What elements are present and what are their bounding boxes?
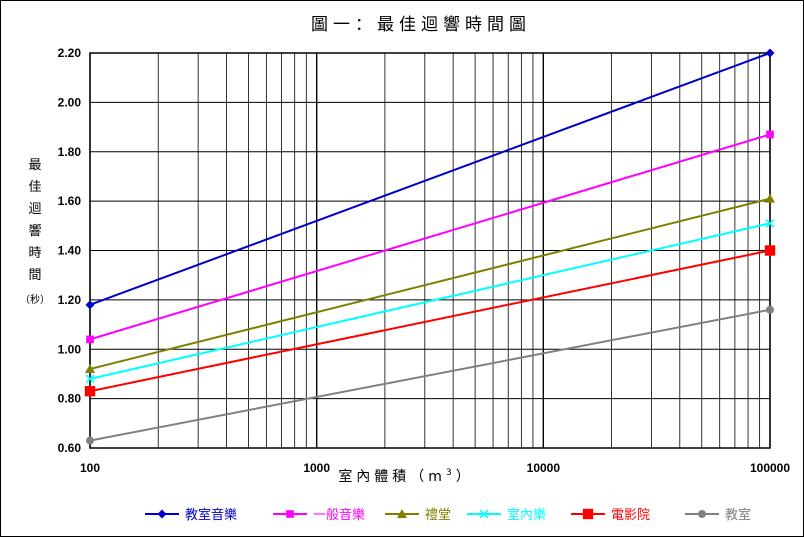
- legend-item: 教室音樂: [145, 507, 237, 523]
- y-tick-label: 2.20: [58, 46, 82, 60]
- legend-marker: [698, 510, 706, 518]
- data-point: [85, 374, 95, 384]
- y-axis-label-char: 間: [28, 268, 41, 283]
- legend-label: 禮堂: [425, 508, 451, 523]
- y-tick-label: 1.20: [58, 293, 82, 307]
- series-line: [89, 197, 771, 370]
- series-big-square: [84, 245, 776, 397]
- data-point: [766, 305, 774, 314]
- data-point: [766, 130, 774, 139]
- y-axis-label-char: 迴: [28, 202, 41, 217]
- y-tick-label: 1.80: [58, 145, 82, 159]
- x-tick-label: 100: [80, 461, 100, 475]
- legend-item: 一般音樂: [273, 507, 365, 523]
- legend-marker: [157, 509, 167, 519]
- x-tick-label: 10000: [527, 461, 561, 475]
- series-triangle: [85, 193, 775, 373]
- legend-marker: [397, 509, 407, 518]
- y-tick-label: 0.80: [58, 392, 82, 406]
- series-square: [86, 130, 774, 344]
- data-point: [85, 364, 95, 373]
- data-point: [764, 245, 776, 256]
- legend-label: 電影院: [611, 508, 650, 523]
- legend-marker: [479, 509, 489, 519]
- x-tick-label: 1000: [303, 461, 330, 475]
- y-axis-label-char: 響: [28, 223, 41, 239]
- legend-item: 電影院: [571, 508, 650, 523]
- data-point: [86, 335, 94, 344]
- data-point: [84, 386, 96, 397]
- legend-marker: [582, 508, 594, 520]
- legend-item: 室內樂: [467, 507, 546, 523]
- legend-label: 教室音樂: [185, 507, 237, 523]
- y-axis-label-char: 最: [28, 158, 41, 173]
- series-circle: [86, 305, 774, 445]
- series-line: [89, 249, 771, 393]
- y-axis-label-char: 佳: [28, 180, 41, 195]
- series-line: [89, 222, 771, 380]
- y-tick-label: 1.60: [58, 194, 82, 208]
- chart-title: 圖一：最佳迴響時間圖: [311, 15, 531, 35]
- series-lines: [84, 48, 776, 445]
- legend-item: 禮堂: [385, 508, 451, 523]
- y-axis-label-unit: （秒）: [20, 293, 50, 306]
- legend-label: 教室: [725, 507, 751, 523]
- series-line: [89, 133, 771, 341]
- legend-label: 室內樂: [507, 507, 546, 523]
- legend: 教室音樂 一般音樂 禮堂 室內樂 電影院 教室: [145, 507, 751, 523]
- legend-label: 一般音樂: [313, 507, 365, 523]
- y-tick-label: 2.00: [58, 95, 82, 109]
- series-line: [89, 52, 771, 306]
- series-line: [89, 308, 771, 442]
- series-x: [85, 218, 775, 384]
- y-axis-label-char: 時: [28, 246, 41, 261]
- x-tick-label: 100000: [750, 461, 790, 475]
- data-point: [765, 193, 775, 203]
- x-axis-label: 室內體積（m3）: [338, 468, 473, 485]
- y-axis-label: 最佳迴響時間 （秒）: [20, 158, 50, 306]
- data-point: [86, 436, 94, 445]
- data-point: [85, 300, 95, 310]
- data-point: [765, 48, 775, 58]
- y-tick-label: 1.40: [58, 244, 82, 258]
- y-axis-tick-labels: 0.60 0.80 1.00 1.20 1.40 1.60 1.80 2.00 2.20: [58, 46, 82, 455]
- legend-marker: [286, 510, 294, 518]
- data-point: [765, 218, 775, 228]
- series-diamond: [85, 48, 775, 310]
- grid-lines: [89, 52, 771, 449]
- y-tick-label: 0.60: [58, 441, 82, 455]
- y-tick-label: 1.00: [58, 342, 82, 356]
- x-axis-tick-labels: 100 1000 10000 100000: [80, 461, 790, 475]
- legend-item: 教室: [685, 507, 751, 523]
